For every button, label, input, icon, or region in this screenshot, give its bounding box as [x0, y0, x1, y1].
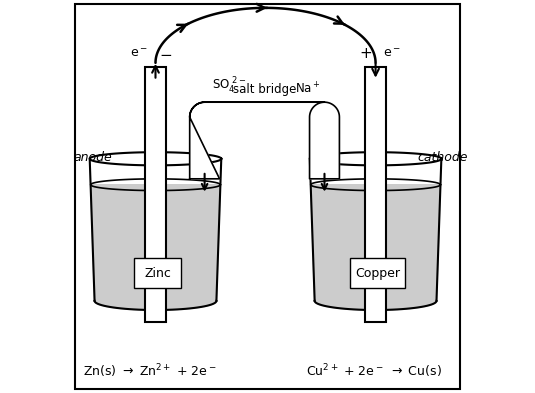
Text: e$^-$: e$^-$ [130, 46, 148, 60]
Polygon shape [190, 102, 339, 179]
Text: anode: anode [73, 151, 112, 164]
Bar [134, 259, 181, 288]
Polygon shape [311, 185, 440, 310]
Bar [144, 67, 166, 322]
Text: Zinc: Zinc [144, 266, 171, 280]
Text: Cu$^{2+}$ + 2e$^-$ $\rightarrow$ Cu(s): Cu$^{2+}$ + 2e$^-$ $\rightarrow$ Cu(s) [305, 363, 441, 380]
Bar [350, 259, 405, 288]
Text: Copper: Copper [355, 266, 400, 280]
Text: e$^-$: e$^-$ [383, 46, 401, 60]
Text: $-$: $-$ [159, 46, 172, 61]
Polygon shape [90, 185, 220, 310]
Text: cathode: cathode [417, 151, 468, 164]
Bar [365, 67, 386, 322]
Text: salt bridge: salt bridge [233, 83, 296, 96]
Text: Zn(s) $\rightarrow$ Zn$^{2+}$ + 2e$^-$: Zn(s) $\rightarrow$ Zn$^{2+}$ + 2e$^-$ [83, 363, 216, 380]
Text: SO$_4^{\ 2-}$: SO$_4^{\ 2-}$ [212, 76, 247, 96]
Text: Na$^+$: Na$^+$ [295, 81, 320, 96]
Text: $+$: $+$ [359, 46, 372, 61]
